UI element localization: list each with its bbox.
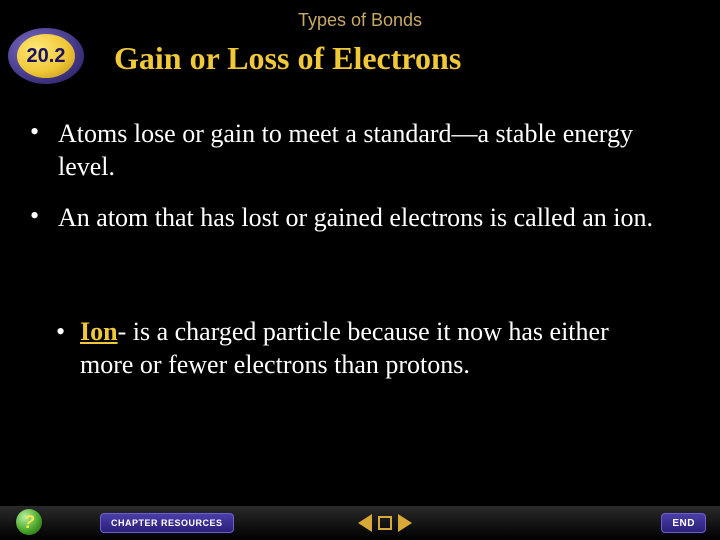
footer-bar: ? CHAPTER RESOURCES END	[0, 506, 720, 540]
bullet-1-text: Atoms lose or gain to meet a standard—a …	[34, 118, 666, 183]
section-badge: 20.2	[8, 28, 84, 84]
nav-controls	[358, 514, 412, 532]
badge-inner-ellipse: 20.2	[17, 34, 75, 78]
term-ion: Ion	[80, 317, 118, 346]
nav-stop-icon[interactable]	[378, 516, 392, 530]
bullet-marker: •	[30, 116, 39, 149]
nav-next-icon[interactable]	[398, 514, 412, 532]
slide-title: Gain or Loss of Electrons	[114, 40, 461, 77]
bullet-1: • Atoms lose or gain to meet a standard—…	[30, 116, 670, 187]
bullet-marker: •	[30, 200, 39, 233]
chapter-resources-label: CHAPTER RESOURCES	[111, 518, 223, 528]
section-number: 20.2	[27, 45, 66, 68]
bullet-3: • Ion- is a charged particle because it …	[56, 316, 662, 381]
chapter-resources-button[interactable]: CHAPTER RESOURCES	[100, 513, 234, 533]
bullet-3-rest: - is a charged particle because it now h…	[80, 317, 609, 379]
slide-container: Types of Bonds 20.2 Gain or Loss of Elec…	[0, 0, 720, 540]
help-icon: ?	[24, 512, 35, 533]
bullet-2: • An atom that has lost or gained electr…	[30, 200, 670, 239]
nav-prev-icon[interactable]	[358, 514, 372, 532]
bullet-2-text: An atom that has lost or gained electron…	[34, 202, 666, 235]
bullet-3-text: Ion- is a charged particle because it no…	[56, 316, 662, 381]
bullet-marker: •	[56, 316, 65, 349]
category-label: Types of Bonds	[0, 10, 720, 31]
end-label: END	[672, 518, 695, 529]
end-button[interactable]: END	[661, 513, 706, 533]
help-button[interactable]: ?	[16, 509, 42, 535]
